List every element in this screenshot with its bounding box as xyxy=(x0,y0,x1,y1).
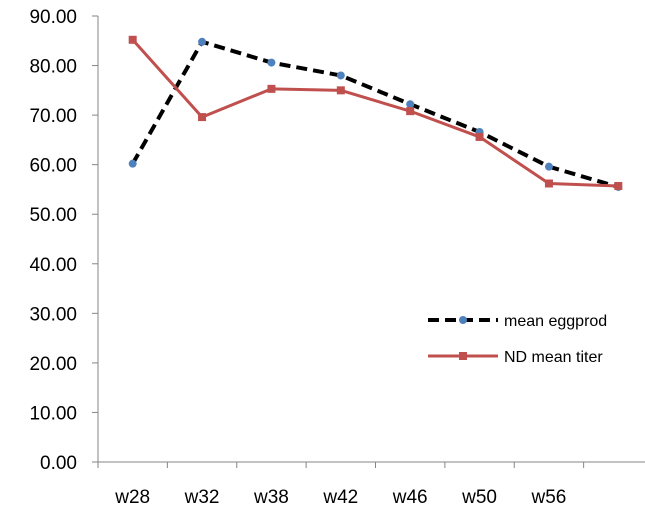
data-point xyxy=(544,162,553,171)
y-axis: 0.00 10.00 20.00 30.00 40.00 50.00 60.00 70.00 8… xyxy=(29,7,99,474)
x-tick-label: w56 xyxy=(531,487,567,508)
x-tick-label: w28 xyxy=(114,487,150,508)
y-tick-label: 20.00 xyxy=(29,354,77,375)
x-tick-label: w32 xyxy=(184,487,220,508)
y-tick-label: 0.00 xyxy=(40,453,77,474)
data-point xyxy=(475,132,484,141)
series-line xyxy=(130,39,619,189)
x-axis: w28 w32 w38 w42 w46 w50 w56 xyxy=(97,461,645,508)
data-point xyxy=(128,35,137,44)
legend-item: ND mean titer xyxy=(428,349,603,366)
x-tick-label: w42 xyxy=(322,487,358,508)
legend-marker xyxy=(459,316,467,324)
data-point xyxy=(198,37,207,46)
data-point xyxy=(614,181,623,190)
y-tick-label: 10.00 xyxy=(29,403,77,424)
y-tick-label: 90.00 xyxy=(29,7,77,28)
y-tick-label: 70.00 xyxy=(29,106,77,127)
y-tick-label: 60.00 xyxy=(29,156,77,177)
y-tick-label: 80.00 xyxy=(29,57,77,78)
legend: mean eggprod ND mean titer xyxy=(428,313,607,366)
data-point xyxy=(544,179,553,188)
data-point xyxy=(128,159,137,168)
x-tick-label: w38 xyxy=(253,487,289,508)
series-line xyxy=(131,38,619,188)
y-tick-label: 30.00 xyxy=(29,304,77,325)
data-point xyxy=(267,84,276,93)
data-point xyxy=(406,107,415,116)
data-point xyxy=(336,86,345,95)
x-tick-label: w46 xyxy=(392,487,428,508)
series-nd-mean-titer xyxy=(128,35,623,190)
data-point xyxy=(406,100,415,109)
x-tick-label: w50 xyxy=(461,487,497,508)
data-point xyxy=(198,113,207,122)
legend-item: mean eggprod xyxy=(428,313,607,330)
y-tick-label: 40.00 xyxy=(29,255,77,276)
legend-marker xyxy=(459,352,467,360)
series-layer xyxy=(128,35,623,191)
legend-label: mean eggprod xyxy=(504,313,607,330)
legend-label: ND mean titer xyxy=(504,349,603,366)
y-tick-label: 50.00 xyxy=(29,205,77,226)
data-point xyxy=(336,71,345,80)
data-point xyxy=(267,58,276,67)
